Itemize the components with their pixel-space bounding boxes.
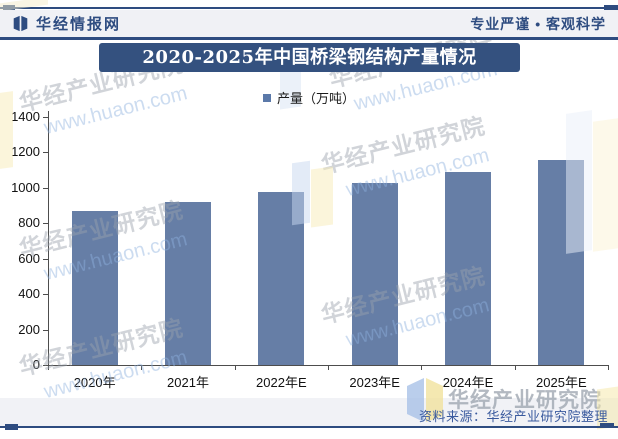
- x-tick-label: 2024年E: [442, 375, 494, 390]
- bar: [445, 171, 491, 365]
- footer-band: [0, 398, 618, 428]
- y-tick-mark: [43, 365, 48, 366]
- brand-watermark-logo-icon: [407, 378, 443, 422]
- y-tick-label: 800: [18, 215, 40, 231]
- y-tick-label: 0: [32, 357, 40, 372]
- y-tick-mark: [43, 117, 48, 118]
- header-bar: 华经情报网 专业严谨 • 客观科学: [0, 10, 618, 37]
- site-name: 华经情报网: [36, 16, 122, 33]
- y-tick-mark: [43, 329, 48, 331]
- bar: [351, 182, 398, 365]
- y-tick-mark: [43, 187, 48, 189]
- data-source-note: 资料来源：华经产业研究院整理: [418, 409, 608, 424]
- x-tick-label: 2021年: [167, 375, 209, 390]
- x-tick-mark: [421, 366, 423, 370]
- bar: [258, 192, 305, 365]
- x-tick-mark: [234, 366, 236, 370]
- site-brand: 华经情报网: [12, 13, 121, 34]
- header-underline: [0, 37, 618, 40]
- top-divider-right-cap: [604, 5, 618, 10]
- site-tagline: 专业严谨 • 客观科学: [470, 15, 606, 32]
- y-tick-mark: [43, 258, 48, 260]
- legend-label: 产量（万吨）: [276, 91, 355, 106]
- y-tick-mark: [43, 223, 48, 225]
- x-tick-mark: [514, 366, 516, 370]
- y-tick-mark: [43, 152, 48, 154]
- bar: [71, 210, 118, 365]
- x-axis-line: [48, 365, 609, 366]
- open-book-logo-icon: [13, 15, 28, 32]
- y-tick-mark: [43, 294, 48, 296]
- x-tick-mark: [141, 366, 143, 370]
- x-tick-mark: [608, 366, 609, 370]
- y-axis-line: [48, 111, 49, 366]
- bottom-divider-line: [0, 426, 618, 428]
- x-tick-mark: [328, 366, 329, 370]
- y-tick-label: 1200: [11, 144, 40, 160]
- x-tick-label: 2020年: [73, 375, 116, 390]
- x-tick-mark: [48, 366, 49, 370]
- y-tick-label: 1000: [11, 179, 40, 195]
- y-tick-label: 600: [18, 250, 40, 266]
- chart-legend: 产量（万吨）: [0, 88, 618, 107]
- y-tick-label: 1400: [11, 109, 40, 124]
- bar: [165, 202, 211, 365]
- y-tick-label: 400: [18, 286, 40, 302]
- x-tick-label: 2022年E: [256, 375, 307, 390]
- x-tick-label: 2023年E: [349, 375, 400, 390]
- bottom-divider-left-cap: [5, 424, 18, 430]
- x-tick-label: 2025年E: [536, 375, 587, 390]
- brand-watermark-text: 华经产业研究院: [448, 389, 602, 412]
- bar: [538, 160, 585, 365]
- chart-title: 2020-2025年中国桥梁钢结构产量情况: [99, 43, 520, 72]
- legend-swatch: [262, 93, 271, 102]
- top-divider-line: [0, 7, 618, 9]
- y-tick-label: 200: [18, 321, 40, 337]
